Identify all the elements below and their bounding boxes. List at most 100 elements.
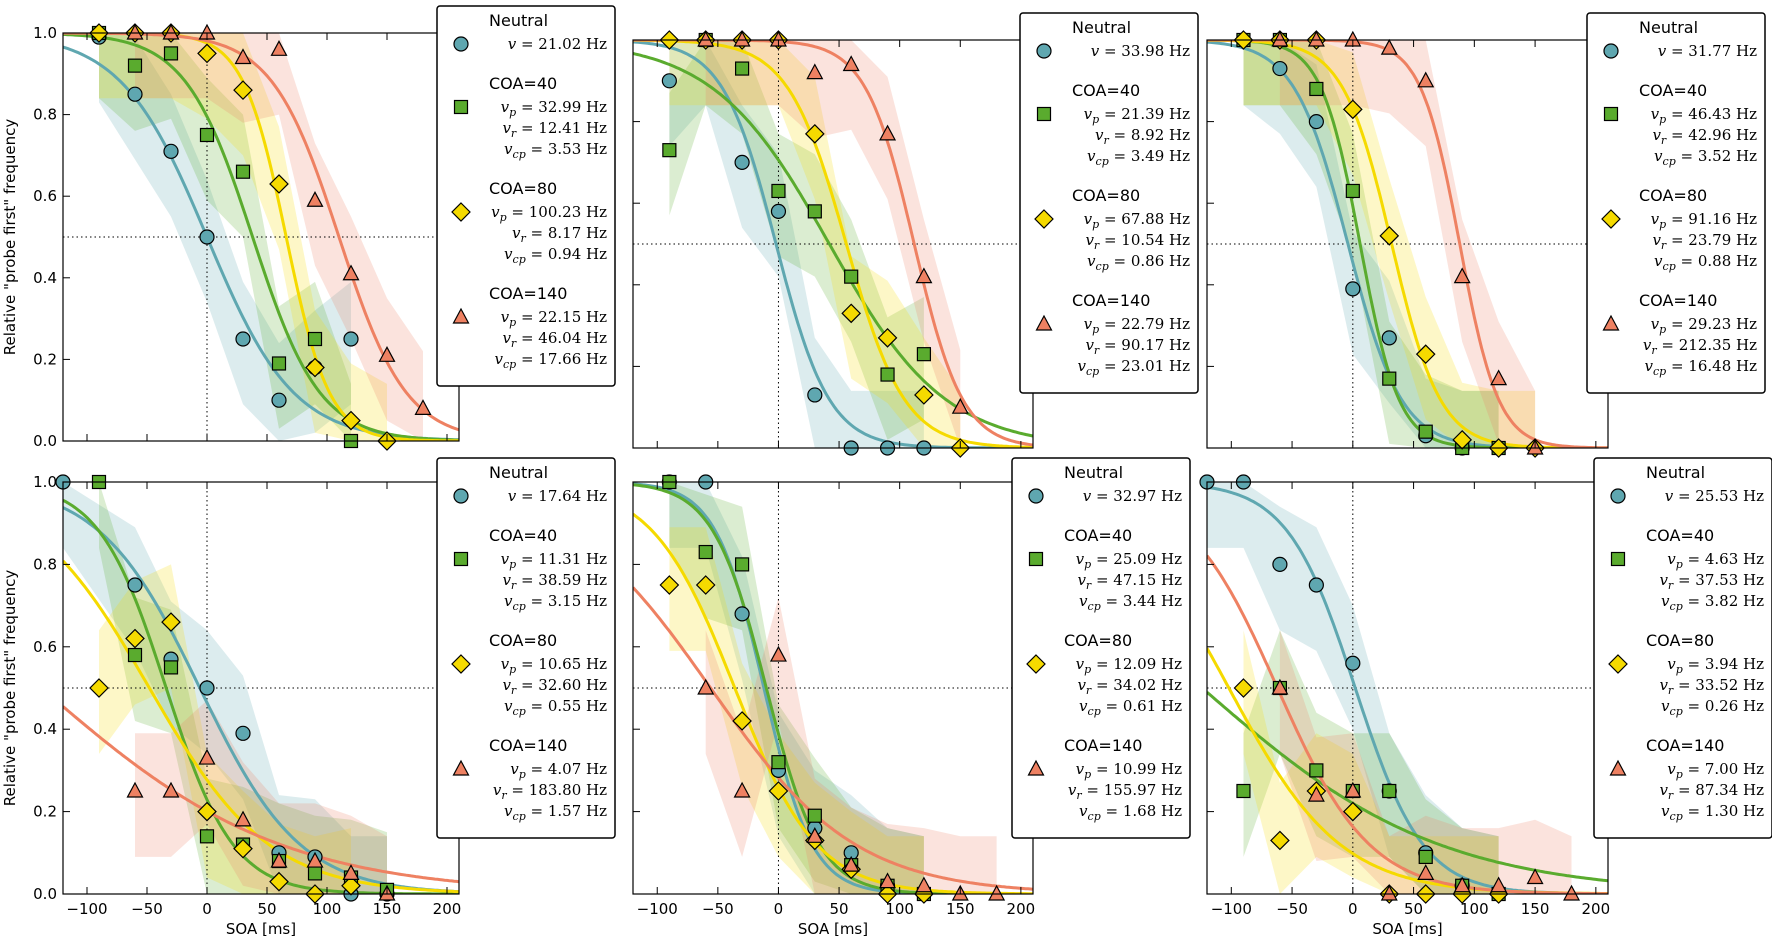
legend-param: vr = 8.92 Hz [1095, 126, 1190, 147]
legend-param: vp = 4.07 Hz [510, 760, 607, 781]
legend-param: vp = 7.00 Hz [1667, 760, 1764, 781]
legend-marker-coa140 [1609, 759, 1627, 776]
data-point-coa140 [879, 872, 897, 889]
legend-marker-neutral [1028, 488, 1044, 504]
x-tick-label: 100 [313, 900, 342, 918]
data-point-coa80 [341, 875, 361, 896]
legend-param: vcp = 1.68 Hz [1079, 802, 1182, 823]
y-tick-label: 0.6 [33, 187, 57, 205]
data-point-neutral [1272, 60, 1288, 77]
confidence-band-coa40 [1243, 40, 1499, 448]
data-point-coa80 [341, 410, 361, 431]
data-point-coa140 [270, 851, 288, 868]
x-tick-label: −100 [66, 900, 107, 918]
legend-box [1593, 457, 1772, 839]
data-point-coa140 [733, 30, 751, 47]
data-point-coa80 [1415, 344, 1436, 365]
data-point-coa80 [659, 575, 680, 595]
legend-param: vr = 155.97 Hz [1068, 781, 1182, 802]
data-point-coa40 [1236, 783, 1251, 799]
legend-marker-coa40 [1603, 106, 1619, 122]
legend-param: v = 32.97 Hz [1083, 487, 1182, 505]
data-point-neutral [734, 606, 750, 622]
legend-label-coa40: COA=40 [1646, 526, 1714, 545]
fit-curve-coa140 [1207, 40, 1608, 448]
data-point-coa40 [199, 127, 215, 143]
legend-marker-coa140 [1035, 314, 1053, 331]
data-point-coa140 [234, 810, 252, 827]
data-point-coa140 [806, 63, 824, 80]
legend-param: vcp = 0.86 Hz [1087, 252, 1190, 273]
data-point-coa40 [307, 866, 323, 881]
data-point-coa140 [988, 884, 1006, 901]
data-point-coa40 [199, 829, 215, 844]
legend-label-coa140: COA=140 [489, 736, 567, 755]
y-tick-label: 1.0 [33, 24, 57, 42]
data-point-coa140 [1526, 868, 1544, 885]
data-point-coa40 [734, 61, 750, 76]
data-point-coa140 [342, 864, 360, 881]
legend-label-coa80: COA=80 [1646, 631, 1714, 650]
data-point-coa40 [771, 755, 786, 770]
legend-label-coa140: COA=140 [1639, 291, 1717, 310]
legend-marker-coa80 [1608, 654, 1628, 674]
data-point-coa140 [1563, 884, 1581, 901]
data-point-coa140 [234, 48, 252, 65]
legend-box [1586, 12, 1766, 394]
data-point-coa80 [269, 174, 289, 194]
legend-label-neutral: Neutral [489, 463, 548, 482]
legend-param: vr = 37.53 Hz [1659, 571, 1764, 592]
legend-param: vp = 12.09 Hz [1076, 655, 1182, 676]
legend-box [1019, 12, 1199, 394]
fit-curve-coa140 [633, 586, 1033, 891]
legend-label-coa140: COA=140 [1064, 736, 1142, 755]
legend-label-neutral: Neutral [489, 11, 548, 30]
legend-label-neutral: Neutral [1064, 463, 1123, 482]
data-point-coa140 [697, 678, 715, 695]
data-point-coa40 [698, 544, 713, 560]
data-point-neutral [235, 725, 251, 741]
data-point-neutral [163, 143, 179, 159]
data-point-coa140 [842, 55, 860, 72]
chart-panel-bottom-left: 0.0 0.2 0.4 0.6 0.8 1.0 −100 −50 0 50 100 150 200 SOA… [1, 457, 616, 938]
data-point-coa140 [951, 397, 969, 414]
legend-param: vr = 12.41 Hz [502, 119, 607, 140]
legend-param: vcp = 0.94 Hz [504, 245, 607, 266]
data-point-coa40 [844, 269, 859, 284]
legend-param: vp = 46.43 Hz [1651, 105, 1757, 126]
fit-curve-coa140 [1207, 554, 1608, 894]
legend-param: vcp = 1.30 Hz [1661, 802, 1764, 823]
x-tick-label: −100 [637, 900, 678, 918]
data-point-coa140 [806, 827, 824, 843]
data-point-coa80 [841, 303, 862, 324]
legend-param: vr = 38.59 Hz [502, 571, 607, 592]
confidence-band-neutral [1207, 482, 1499, 894]
legend-marker-coa40 [453, 99, 469, 115]
chart-panel-bottom-middle: −100 −50 0 50 100 150 200 SOA [ms] Neutral v = 32… [632, 457, 1191, 938]
legend-param: vr = 8.17 Hz [512, 224, 607, 245]
x-tick-label: 0 [202, 900, 212, 918]
x-tick-label: 150 [373, 900, 402, 918]
data-point-coa40 [916, 347, 932, 362]
data-point-coa80 [1342, 801, 1363, 822]
data-point-coa140 [1453, 876, 1471, 893]
legend-param: vr = 46.04 Hz [502, 329, 607, 350]
data-point-coa40 [880, 367, 895, 382]
legend-param: vr = 34.02 Hz [1077, 676, 1182, 697]
legend-param: vcp = 1.57 Hz [504, 802, 607, 823]
legend-label-coa140: COA=140 [1072, 291, 1150, 310]
data-point-neutral [1308, 577, 1324, 593]
legend-marker-neutral [1610, 488, 1626, 504]
legend-marker-coa80 [451, 654, 471, 674]
legend-marker-coa80 [1601, 209, 1621, 229]
legend-param: vp = 29.23 Hz [1651, 315, 1757, 336]
data-point-coa140 [1380, 38, 1398, 55]
confidence-band-neutral [669, 482, 924, 894]
legend-label-coa80: COA=80 [1064, 631, 1132, 650]
data-point-coa140 [915, 876, 933, 893]
data-point-coa40 [1382, 371, 1397, 386]
